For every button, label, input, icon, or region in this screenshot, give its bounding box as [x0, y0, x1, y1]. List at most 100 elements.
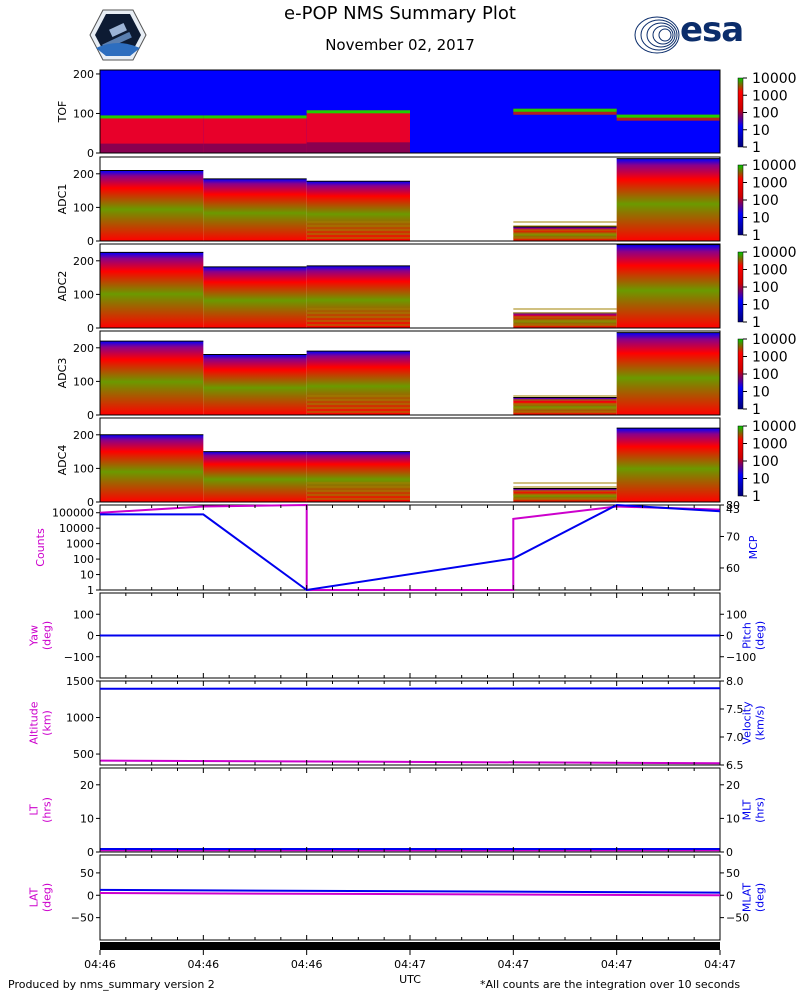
y-tick-label-right: 6.5 [726, 759, 744, 772]
panel-frame [99, 504, 721, 591]
y-tick-label-left: 0 [87, 889, 94, 902]
colorbar-label: 1000 [752, 88, 788, 104]
series-line-right [99, 687, 721, 690]
tof-block-low [203, 143, 307, 153]
footer-credit: Produced by nms_summary version 2 [8, 978, 215, 991]
y-tick-label-right: 70 [726, 530, 740, 543]
colorbar-label: 1 [752, 140, 761, 156]
y-tick-label: 200 [73, 168, 94, 181]
x-tick-label: 04:46 [84, 958, 116, 971]
y-tick-label-right: 0 [726, 889, 733, 902]
spectrum-block [616, 332, 720, 415]
y-tick-label: 200 [73, 429, 94, 442]
y-tick-label-left: 10 [80, 569, 94, 582]
y-axis-label-left: Counts [34, 528, 47, 567]
spectrum-block [306, 181, 410, 241]
y-axis-label-right: MLAT(deg) [741, 883, 767, 913]
y-tick-label-left: 1500 [66, 675, 94, 688]
colorbar [737, 77, 744, 148]
y-axis-label-left: Yaw(deg) [28, 621, 54, 650]
tof-block-low [100, 143, 204, 153]
x-axis-label: UTC [399, 973, 421, 986]
y-tick-label-right: 100 [726, 608, 747, 621]
y-tick-label: 0 [87, 322, 94, 335]
x-tick-label: 04:47 [394, 958, 426, 971]
y-axis-label: ADC1 [56, 184, 69, 215]
y-tick-label-right: −50 [726, 912, 749, 925]
spectrum-block [616, 244, 720, 328]
y-tick-label: 100 [73, 107, 94, 120]
y-tick-label: 0 [87, 496, 94, 509]
series-line-right [99, 888, 721, 894]
spectrum-block [513, 397, 617, 415]
y-tick-label: 100 [73, 462, 94, 475]
y-tick-label-left: 1000 [66, 538, 94, 551]
time-coverage-bar [100, 942, 720, 950]
spectrum-block [616, 428, 720, 502]
y-tick-label-right: 0 [726, 846, 733, 859]
y-tick-label: 0 [87, 235, 94, 248]
esa-swirl-icon [634, 16, 680, 54]
y-tick-label-left: 100 [73, 608, 94, 621]
x-tick-label: 04:47 [601, 958, 633, 971]
colorbar-label: 1 [752, 315, 761, 331]
spectrum-block [306, 265, 410, 328]
y-axis-label-left: Altitude(km) [28, 701, 54, 744]
spectrum-block [306, 351, 410, 415]
colorbar-label: 100 [752, 193, 779, 209]
y-axis-label-left: LAT(deg) [28, 883, 54, 912]
tof-band-peak [616, 114, 720, 118]
colorbar-label: 100 [752, 454, 779, 470]
colorbar-label: 1000 [752, 437, 788, 453]
spectrum-block [203, 178, 307, 241]
tof-band-peak [203, 115, 307, 119]
tof-band-peak [100, 115, 204, 119]
plot-title: e-POP NMS Summary Plot [284, 3, 516, 24]
colorbar-label: 100 [752, 367, 779, 383]
y-tick-label-right: 10 [726, 812, 740, 825]
y-tick-label-right: −100 [726, 651, 756, 664]
y-tick-label-left: 10 [80, 812, 94, 825]
y-axis-label: TOF [56, 101, 69, 124]
plot-date: November 02, 2017 [325, 36, 475, 54]
colorbar-label: 10000 [752, 419, 797, 435]
y-tick-label-right: 50 [726, 867, 740, 880]
y-axis-label: ADC2 [56, 271, 69, 302]
footer-note: *All counts are the integration over 10 … [480, 978, 741, 991]
y-tick-label-left: 0 [87, 846, 94, 859]
y-tick-label: 200 [73, 68, 94, 81]
y-tick-label-left: −50 [71, 912, 94, 925]
tof-band-peak [306, 110, 410, 114]
esa-wordmark: esa [680, 10, 744, 50]
esa-logo [633, 14, 753, 56]
y-tick-label: 100 [73, 375, 94, 388]
spectrum-block [100, 252, 204, 328]
y-tick-label-left: 20 [80, 779, 94, 792]
y-tick-label-left: 10000 [59, 522, 94, 535]
spectrum-block [203, 451, 307, 502]
epop-mission-logo [89, 9, 147, 61]
series-line-right [100, 503, 721, 592]
spectrum-block [513, 312, 617, 328]
x-tick-label: 04:47 [704, 958, 736, 971]
y-tick-label-right: 7.5 [726, 703, 744, 716]
y-tick-label-right: 0 [726, 630, 733, 643]
colorbar-label: 1000 [752, 263, 788, 279]
y-tick-label-right: 60 [726, 562, 740, 575]
spectrum-block [100, 170, 204, 241]
panel-frame [99, 243, 721, 329]
colorbar-label: 100 [752, 280, 779, 296]
y-tick-label-left: 1000 [66, 712, 94, 725]
x-tick-label: 04:47 [497, 958, 529, 971]
y-axis-label: ADC4 [56, 445, 69, 476]
colorbar [737, 338, 744, 410]
colorbar-label: 10000 [752, 71, 797, 87]
colorbar-label: 10000 [752, 245, 797, 261]
y-tick-label-left: −100 [64, 651, 94, 664]
y-tick-label: 0 [87, 409, 94, 422]
y-tick-label: 200 [73, 255, 94, 268]
y-axis-label: ADC3 [56, 358, 69, 389]
colorbar [737, 251, 744, 323]
colorbar-label: 100 [752, 106, 779, 122]
